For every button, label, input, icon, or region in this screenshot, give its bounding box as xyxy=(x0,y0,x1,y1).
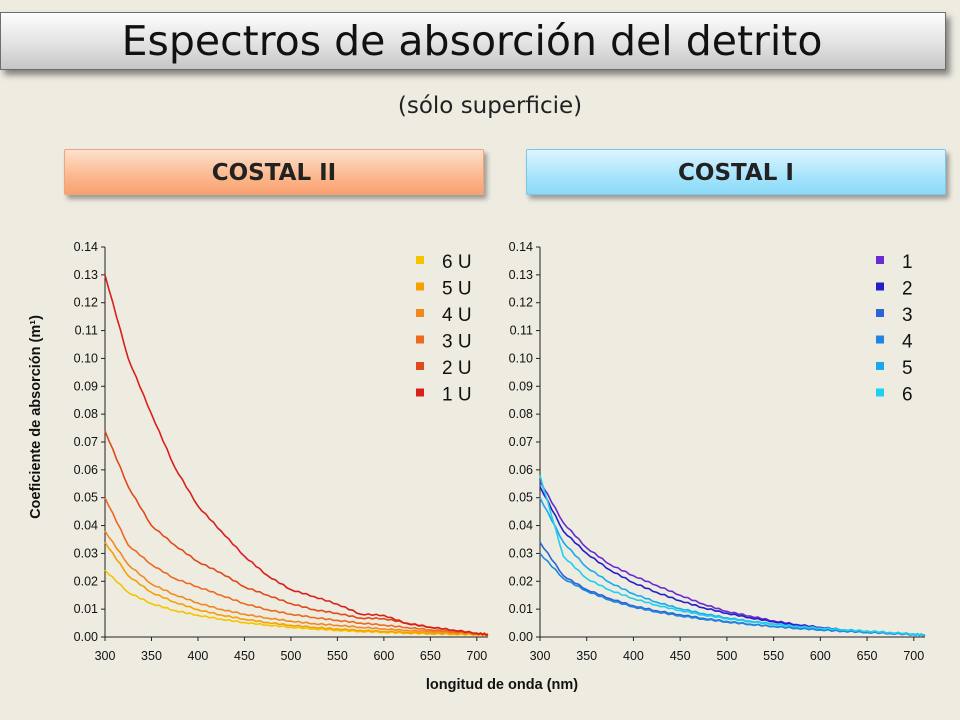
left-legend-swatch xyxy=(416,282,424,291)
left-y-tick-label: 0.04 xyxy=(74,519,98,533)
right-y-tick-label: 0.03 xyxy=(509,546,533,560)
right-y-tick-label: 0.12 xyxy=(509,296,533,310)
right-legend-swatch xyxy=(876,388,884,397)
left-x-tick-label: 550 xyxy=(327,649,348,663)
left-y-tick-label: 0.07 xyxy=(74,435,98,449)
right-x-tick-label: 650 xyxy=(857,649,878,663)
right-x-tick-label: 600 xyxy=(810,649,831,663)
left-y-tick-label: 0.02 xyxy=(74,574,98,588)
left-x-tick-label: 300 xyxy=(95,649,116,663)
right-x-tick-label: 350 xyxy=(576,649,597,663)
left-legend-label: 3 U xyxy=(442,332,472,353)
left-y-tick-label: 0.14 xyxy=(74,240,98,254)
right-y-tick-label: 0.05 xyxy=(509,491,533,505)
x-axis-title: longitud de onda (nm) xyxy=(426,677,578,693)
left-legend-swatch xyxy=(416,309,424,317)
left-legend-label: 1 U xyxy=(442,385,472,406)
right-y-tick-label: 0.06 xyxy=(509,463,533,477)
left-series-line xyxy=(104,530,489,636)
slide-title: Espectros de absorción del detrito xyxy=(121,17,823,65)
left-y-tick-label: 0.12 xyxy=(74,296,98,310)
costal-i-label: COSTAL I xyxy=(526,149,946,195)
left-legend-swatch xyxy=(416,362,424,370)
right-legend-swatch xyxy=(876,362,884,370)
left-y-tick-label: 0.03 xyxy=(74,546,98,560)
right-x-tick-label: 450 xyxy=(670,649,691,663)
left-y-tick-label: 0.06 xyxy=(74,463,98,477)
right-legend-label: 6 xyxy=(902,385,913,406)
left-legend-swatch xyxy=(416,335,424,344)
left-y-tick-label: 0.11 xyxy=(75,324,98,338)
left-x-tick-label: 650 xyxy=(420,649,441,663)
right-legend-swatch xyxy=(876,335,884,344)
left-legend-label: 6 U xyxy=(442,252,472,273)
left-y-tick-label: 0.01 xyxy=(74,602,98,616)
right-x-tick-label: 300 xyxy=(530,649,551,663)
right-y-tick-label: 0.11 xyxy=(510,324,533,338)
right-series-line xyxy=(539,475,926,637)
left-x-tick-label: 350 xyxy=(141,649,162,663)
slide-subtitle: (sólo superficie) xyxy=(397,93,583,119)
left-y-tick-label: 0.08 xyxy=(74,407,98,421)
left-y-tick-label: 0.13 xyxy=(74,268,98,282)
right-y-tick-label: 0.07 xyxy=(509,435,533,449)
right-y-tick-label: 0.00 xyxy=(509,630,533,644)
right-series-line xyxy=(539,552,926,637)
right-legend-label: 5 xyxy=(902,358,913,379)
right-legend-label: 1 xyxy=(902,252,913,273)
left-y-tick-label: 0.00 xyxy=(74,630,98,644)
right-legend-swatch xyxy=(876,256,884,264)
left-y-tick-label: 0.09 xyxy=(74,379,98,393)
left-x-tick-label: 700 xyxy=(466,649,487,663)
right-y-tick-label: 0.08 xyxy=(509,407,533,421)
left-x-tick-label: 600 xyxy=(373,649,394,663)
right-series-line xyxy=(539,480,926,637)
left-series-line xyxy=(104,430,489,637)
left-series-line xyxy=(104,541,489,636)
right-x-tick-label: 550 xyxy=(763,649,784,663)
right-legend-label: 3 xyxy=(902,305,913,326)
right-y-tick-label: 0.14 xyxy=(509,240,533,254)
right-y-tick-label: 0.04 xyxy=(509,519,533,533)
right-legend-swatch xyxy=(876,282,884,291)
right-y-tick-label: 0.09 xyxy=(509,379,533,393)
right-y-tick-label: 0.13 xyxy=(509,268,533,282)
left-x-tick-label: 500 xyxy=(280,649,301,663)
right-legend-swatch xyxy=(876,309,884,317)
right-x-tick-label: 400 xyxy=(623,649,644,663)
right-y-tick-label: 0.01 xyxy=(509,602,533,616)
left-legend-swatch xyxy=(416,388,424,397)
left-legend-swatch xyxy=(416,256,424,264)
right-legend-label: 2 xyxy=(902,279,913,300)
y-axis-title: Coeficiente de absorción (m¹) xyxy=(28,315,44,519)
costal-ii-label: COSTAL II xyxy=(64,149,484,195)
left-legend-label: 2 U xyxy=(442,358,472,379)
left-y-tick-label: 0.05 xyxy=(74,491,98,505)
right-legend-label: 4 xyxy=(902,332,913,353)
right-x-tick-label: 500 xyxy=(716,649,737,663)
left-series-line xyxy=(104,274,489,636)
left-legend-label: 5 U xyxy=(442,279,472,300)
right-x-tick-label: 700 xyxy=(903,649,924,663)
title-bar xyxy=(0,12,946,70)
left-x-tick-label: 450 xyxy=(234,649,255,663)
right-y-tick-label: 0.10 xyxy=(509,351,533,365)
left-x-tick-label: 400 xyxy=(188,649,209,663)
left-y-tick-label: 0.10 xyxy=(74,351,98,365)
left-series-line xyxy=(104,497,489,636)
right-y-tick-label: 0.02 xyxy=(509,574,533,588)
left-legend-label: 4 U xyxy=(442,305,472,326)
